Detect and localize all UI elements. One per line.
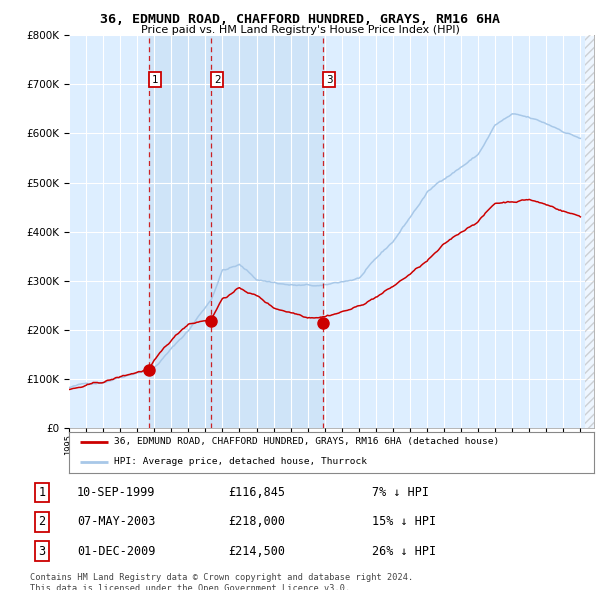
Text: 3: 3 [38,545,46,558]
Text: 26% ↓ HPI: 26% ↓ HPI [372,545,436,558]
Text: 07-MAY-2003: 07-MAY-2003 [77,515,155,529]
Text: Contains HM Land Registry data © Crown copyright and database right 2024.
This d: Contains HM Land Registry data © Crown c… [30,573,413,590]
Polygon shape [586,35,594,428]
Bar [211,35,323,428]
Text: 1: 1 [151,74,158,84]
Text: 36, EDMUND ROAD, CHAFFORD HUNDRED, GRAYS, RM16 6HA (detached house): 36, EDMUND ROAD, CHAFFORD HUNDRED, GRAYS… [113,437,499,446]
Text: 36, EDMUND ROAD, CHAFFORD HUNDRED, GRAYS, RM16 6HA: 36, EDMUND ROAD, CHAFFORD HUNDRED, GRAYS… [100,13,500,26]
Text: 15% ↓ HPI: 15% ↓ HPI [372,515,436,529]
Text: 7% ↓ HPI: 7% ↓ HPI [372,486,429,499]
Bar [149,35,211,428]
Text: HPI: Average price, detached house, Thurrock: HPI: Average price, detached house, Thur… [113,457,367,466]
Text: 2: 2 [214,74,221,84]
Text: 01-DEC-2009: 01-DEC-2009 [77,545,155,558]
Text: £218,000: £218,000 [229,515,286,529]
Text: 2: 2 [38,515,46,529]
Text: 10-SEP-1999: 10-SEP-1999 [77,486,155,499]
Text: Price paid vs. HM Land Registry's House Price Index (HPI): Price paid vs. HM Land Registry's House … [140,25,460,35]
Text: 3: 3 [326,74,332,84]
Text: £116,845: £116,845 [229,486,286,499]
Text: 1: 1 [38,486,46,499]
Text: £214,500: £214,500 [229,545,286,558]
